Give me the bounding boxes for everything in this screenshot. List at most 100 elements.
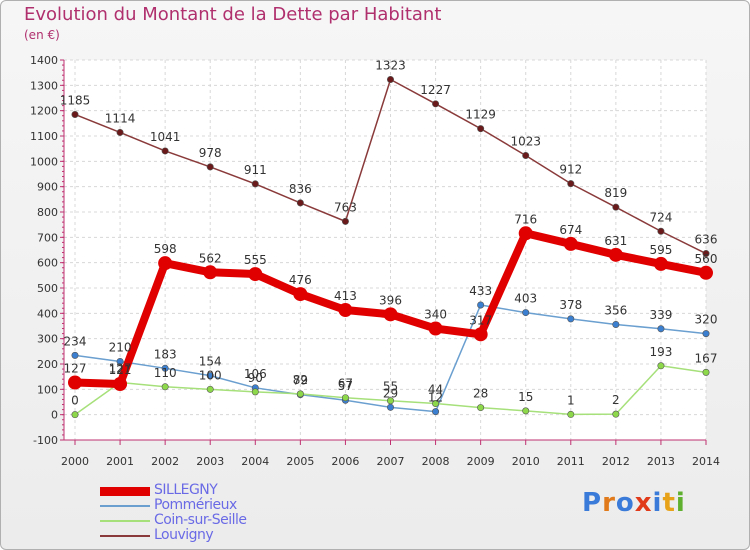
- data-point-sillegny: [158, 256, 173, 271]
- y-tick-label: 300: [37, 333, 58, 346]
- y-tick-label: 800: [37, 206, 58, 219]
- data-point-pomm-rieux: [116, 357, 124, 365]
- data-label-sillegny: 127: [64, 361, 87, 375]
- data-point-pomm-rieux: [657, 325, 665, 333]
- y-tick-label: 0: [51, 409, 58, 422]
- data-label-coin-sur-seille: 110: [154, 366, 177, 380]
- logo-letter: r: [602, 488, 616, 518]
- data-label-pomm-rieux: 339: [649, 308, 672, 322]
- data-label-sillegny: 560: [695, 252, 718, 266]
- data-label-pomm-rieux: 106: [244, 367, 267, 381]
- logo-letter: P: [582, 488, 603, 518]
- y-tick-label: 1000: [30, 155, 58, 168]
- data-point-coin-sur-seille: [71, 411, 79, 419]
- data-label-coin-sur-seille: 193: [649, 345, 672, 359]
- data-label-sillegny: 121: [109, 363, 132, 377]
- data-point-louvigny: [432, 100, 440, 108]
- data-point-louvigny: [206, 163, 214, 171]
- data-label-coin-sur-seille: 15: [518, 390, 533, 404]
- x-tick-label: 2010: [512, 455, 540, 468]
- data-point-sillegny: [653, 256, 668, 271]
- data-label-pomm-rieux: 29: [383, 386, 398, 400]
- x-tick-label: 2012: [602, 455, 630, 468]
- data-point-pomm-rieux: [522, 309, 530, 317]
- x-tick-label: 2001: [106, 455, 134, 468]
- data-point-sillegny: [563, 236, 578, 251]
- data-point-sillegny: [428, 321, 443, 336]
- data-point-pomm-rieux: [567, 315, 575, 323]
- data-label-louvigny: 978: [199, 146, 222, 160]
- data-label-sillegny: 716: [514, 212, 537, 226]
- data-point-coin-sur-seille: [251, 388, 259, 396]
- proxiti-logo: Proxiti: [582, 488, 686, 518]
- data-label-pomm-rieux: 433: [469, 284, 492, 298]
- data-point-coin-sur-seille: [161, 383, 169, 391]
- data-label-louvigny: 911: [244, 163, 267, 177]
- legend-swatch: [100, 520, 150, 522]
- data-label-louvigny: 1227: [420, 83, 451, 97]
- data-label-coin-sur-seille: 28: [473, 387, 488, 401]
- y-tick-label: 900: [37, 181, 58, 194]
- data-label-coin-sur-seille: 100: [199, 368, 222, 382]
- data-label-sillegny: 595: [649, 243, 672, 257]
- y-tick-label: 700: [37, 231, 58, 244]
- data-label-coin-sur-seille: 44: [428, 383, 443, 397]
- data-point-pomm-rieux: [71, 351, 79, 359]
- legend-swatch: [100, 505, 150, 507]
- data-point-pomm-rieux: [612, 320, 620, 328]
- data-point-louvigny: [341, 217, 349, 225]
- data-label-louvigny: 1323: [375, 59, 406, 73]
- data-point-sillegny: [383, 307, 398, 322]
- data-label-pomm-rieux: 79: [293, 374, 308, 388]
- y-tick-label: 200: [37, 358, 58, 371]
- chart-unit-label: (en €): [24, 28, 60, 42]
- data-label-sillegny: 674: [559, 223, 582, 237]
- y-tick-label: 1400: [30, 54, 58, 67]
- data-label-coin-sur-seille: 55: [383, 380, 398, 394]
- data-label-pomm-rieux: 320: [695, 313, 718, 327]
- data-point-pomm-rieux: [161, 364, 169, 372]
- x-tick-label: 2005: [286, 455, 314, 468]
- data-label-louvigny: 636: [695, 233, 718, 247]
- data-point-coin-sur-seille: [522, 407, 530, 415]
- data-point-sillegny: [113, 377, 128, 392]
- data-point-louvigny: [296, 199, 304, 207]
- data-label-sillegny: 340: [424, 308, 447, 322]
- data-point-pomm-rieux: [206, 372, 214, 380]
- y-tick-label: 1300: [30, 79, 58, 92]
- data-point-coin-sur-seille: [657, 362, 665, 370]
- data-label-pomm-rieux: 210: [109, 340, 132, 354]
- data-point-louvigny: [612, 203, 620, 211]
- x-tick-label: 2009: [467, 455, 495, 468]
- data-point-louvigny: [161, 147, 169, 155]
- data-point-coin-sur-seille: [432, 400, 440, 408]
- legend-swatch: [100, 535, 150, 537]
- data-label-pomm-rieux: 154: [199, 355, 222, 369]
- legend-label: Coin-sur-Seille: [154, 512, 247, 528]
- data-point-louvigny: [251, 180, 259, 188]
- data-label-coin-sur-seille: 127: [109, 361, 132, 375]
- data-point-louvigny: [522, 152, 530, 160]
- data-label-louvigny: 912: [559, 163, 582, 177]
- y-tick-label: 1200: [30, 105, 58, 118]
- logo-letter: x: [634, 488, 653, 518]
- data-label-sillegny: 555: [244, 253, 267, 267]
- data-point-coin-sur-seille: [206, 385, 214, 393]
- data-label-pomm-rieux: 378: [559, 298, 582, 312]
- data-point-coin-sur-seille: [341, 394, 349, 402]
- logo-letter: t: [662, 488, 676, 518]
- data-point-coin-sur-seille: [702, 368, 710, 376]
- data-label-louvigny: 1185: [60, 93, 91, 107]
- data-point-sillegny: [338, 303, 353, 318]
- x-tick-label: 2002: [151, 455, 179, 468]
- data-label-pomm-rieux: 183: [154, 347, 177, 361]
- data-point-louvigny: [386, 76, 394, 84]
- data-point-sillegny: [68, 375, 82, 390]
- x-tick-label: 2000: [61, 455, 89, 468]
- legend-label: Louvigny: [154, 527, 214, 543]
- data-point-sillegny: [203, 265, 218, 280]
- data-point-coin-sur-seille: [477, 404, 485, 412]
- data-point-pomm-rieux: [386, 403, 394, 411]
- data-point-louvigny: [477, 125, 485, 133]
